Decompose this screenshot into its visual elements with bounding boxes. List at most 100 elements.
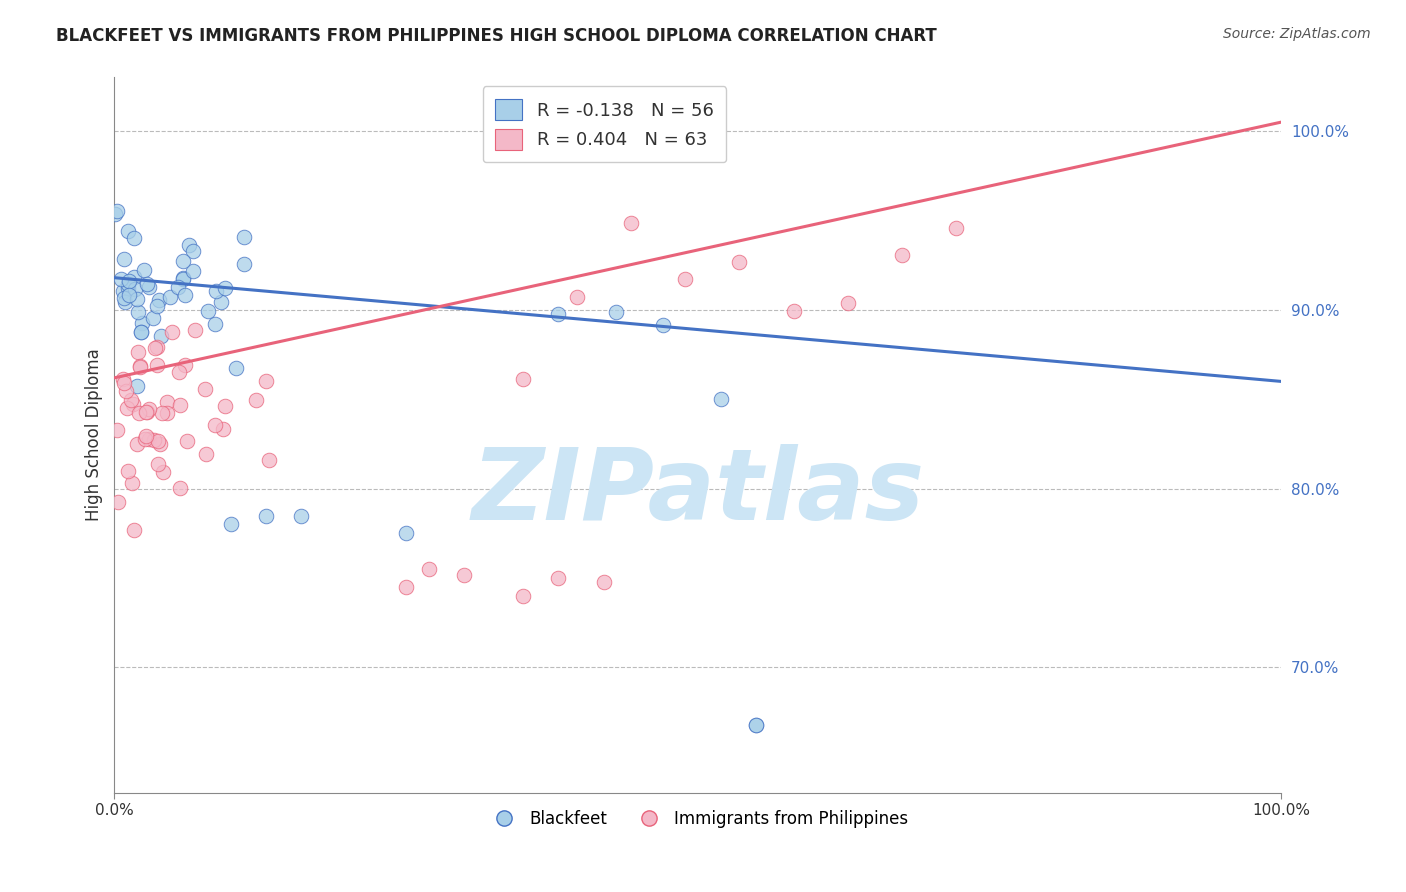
Point bbox=[127, 345, 149, 359]
Point bbox=[132, 263, 155, 277]
Point bbox=[174, 288, 197, 302]
Point bbox=[195, 447, 218, 461]
Point bbox=[673, 272, 696, 286]
Point bbox=[395, 526, 418, 541]
Point bbox=[112, 284, 135, 298]
Point bbox=[111, 371, 134, 385]
Point bbox=[107, 494, 129, 508]
Point bbox=[214, 399, 236, 413]
Point bbox=[122, 230, 145, 244]
Point bbox=[945, 220, 967, 235]
Point bbox=[115, 401, 138, 416]
Point bbox=[245, 393, 267, 408]
Point bbox=[204, 418, 226, 433]
Point bbox=[118, 274, 141, 288]
Point bbox=[128, 406, 150, 420]
Text: Source: ZipAtlas.com: Source: ZipAtlas.com bbox=[1223, 27, 1371, 41]
Point bbox=[156, 406, 179, 420]
Point bbox=[115, 384, 138, 398]
Point bbox=[209, 294, 232, 309]
Point bbox=[122, 524, 145, 538]
Point bbox=[121, 476, 143, 491]
Point bbox=[146, 359, 169, 373]
Point bbox=[129, 325, 152, 339]
Point bbox=[395, 580, 418, 594]
Point bbox=[547, 571, 569, 585]
Point bbox=[197, 303, 219, 318]
Point bbox=[605, 305, 627, 319]
Point bbox=[127, 305, 149, 319]
Point bbox=[782, 303, 804, 318]
Point bbox=[124, 283, 146, 297]
Point bbox=[159, 290, 181, 304]
Point bbox=[204, 317, 226, 331]
Point bbox=[148, 293, 170, 307]
Point bbox=[728, 255, 751, 269]
Point bbox=[290, 508, 312, 523]
Point bbox=[257, 453, 280, 467]
Point bbox=[129, 325, 152, 339]
Point bbox=[232, 230, 254, 244]
Point bbox=[453, 567, 475, 582]
Point bbox=[117, 277, 139, 291]
Point bbox=[176, 434, 198, 448]
Point bbox=[512, 589, 534, 603]
Point bbox=[167, 365, 190, 379]
Point bbox=[112, 376, 135, 391]
Point bbox=[117, 464, 139, 478]
Point bbox=[219, 517, 242, 532]
Point bbox=[225, 360, 247, 375]
Point bbox=[149, 437, 172, 451]
Point bbox=[547, 307, 569, 321]
Point bbox=[254, 374, 277, 388]
Point bbox=[125, 293, 148, 307]
Point bbox=[593, 574, 616, 589]
Point bbox=[150, 329, 173, 343]
Point bbox=[104, 207, 127, 221]
Y-axis label: High School Diploma: High School Diploma bbox=[86, 349, 103, 522]
Point bbox=[418, 562, 440, 576]
Point bbox=[122, 269, 145, 284]
Point bbox=[745, 717, 768, 731]
Point bbox=[169, 398, 191, 412]
Point bbox=[166, 280, 188, 294]
Point bbox=[204, 284, 226, 298]
Point bbox=[233, 257, 256, 271]
Point bbox=[212, 422, 235, 436]
Point bbox=[135, 429, 157, 443]
Point bbox=[138, 401, 160, 416]
Point bbox=[890, 248, 912, 262]
Point bbox=[651, 318, 673, 332]
Point bbox=[121, 397, 143, 411]
Text: ZIPatlas: ZIPatlas bbox=[471, 443, 924, 541]
Point bbox=[146, 340, 169, 354]
Text: BLACKFEET VS IMMIGRANTS FROM PHILIPPINES HIGH SCHOOL DIPLOMA CORRELATION CHART: BLACKFEET VS IMMIGRANTS FROM PHILIPPINES… bbox=[56, 27, 936, 45]
Point bbox=[565, 290, 588, 304]
Point bbox=[710, 392, 733, 407]
Point bbox=[143, 433, 166, 447]
Point bbox=[837, 296, 859, 310]
Point bbox=[118, 288, 141, 302]
Point bbox=[117, 281, 139, 295]
Point bbox=[155, 395, 177, 409]
Point bbox=[745, 717, 768, 731]
Point bbox=[129, 360, 152, 375]
Point bbox=[173, 358, 195, 372]
Point bbox=[254, 508, 277, 523]
Point bbox=[114, 294, 136, 309]
Point bbox=[194, 383, 217, 397]
Legend: Blackfeet, Immigrants from Philippines: Blackfeet, Immigrants from Philippines bbox=[481, 803, 914, 834]
Point bbox=[120, 393, 142, 408]
Point bbox=[128, 359, 150, 373]
Point bbox=[136, 277, 159, 291]
Point bbox=[117, 224, 139, 238]
Point bbox=[181, 244, 204, 258]
Point bbox=[136, 405, 159, 419]
Point bbox=[125, 379, 148, 393]
Point bbox=[181, 264, 204, 278]
Point bbox=[131, 316, 153, 330]
Point bbox=[179, 238, 201, 252]
Point bbox=[112, 292, 135, 306]
Point bbox=[146, 457, 169, 471]
Point bbox=[143, 341, 166, 355]
